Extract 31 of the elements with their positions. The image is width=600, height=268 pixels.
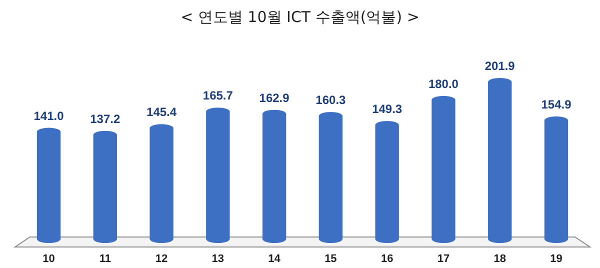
bar xyxy=(93,130,117,243)
x-tick-label: 12 xyxy=(155,253,168,265)
data-label: 201.9 xyxy=(484,59,516,73)
bar xyxy=(206,108,230,243)
data-label: 141.0 xyxy=(34,108,64,123)
bar xyxy=(262,110,286,243)
x-tick-label: 11 xyxy=(99,253,111,265)
x-tick-label: 18 xyxy=(494,253,506,265)
x-tick-label: 16 xyxy=(380,253,394,265)
x-tick-label: 14 xyxy=(268,253,282,265)
bar xyxy=(318,112,343,243)
bar xyxy=(544,116,568,243)
bar xyxy=(36,128,61,243)
x-tick-label: 17 xyxy=(437,253,450,265)
data-label: 137.2 xyxy=(90,112,120,126)
x-tick-label: 15 xyxy=(324,253,337,265)
x-tick-label: 19 xyxy=(550,253,562,265)
bar xyxy=(488,78,512,243)
x-tick-label: 10 xyxy=(42,253,55,265)
data-label: 160.3 xyxy=(316,92,346,107)
data-label: 180.0 xyxy=(428,76,459,91)
data-label: 145.4 xyxy=(146,105,177,120)
bar xyxy=(150,124,174,243)
bar xyxy=(432,96,456,243)
data-label: 162.9 xyxy=(259,90,290,105)
data-label: 154.9 xyxy=(541,97,572,112)
data-label: 149.3 xyxy=(372,102,402,116)
bar xyxy=(375,120,399,243)
chart-title: < 연도별 10월 ICT 수출액(억불) > xyxy=(180,8,420,26)
data-label: 165.7 xyxy=(202,88,234,103)
x-tick-label: 13 xyxy=(212,253,224,265)
